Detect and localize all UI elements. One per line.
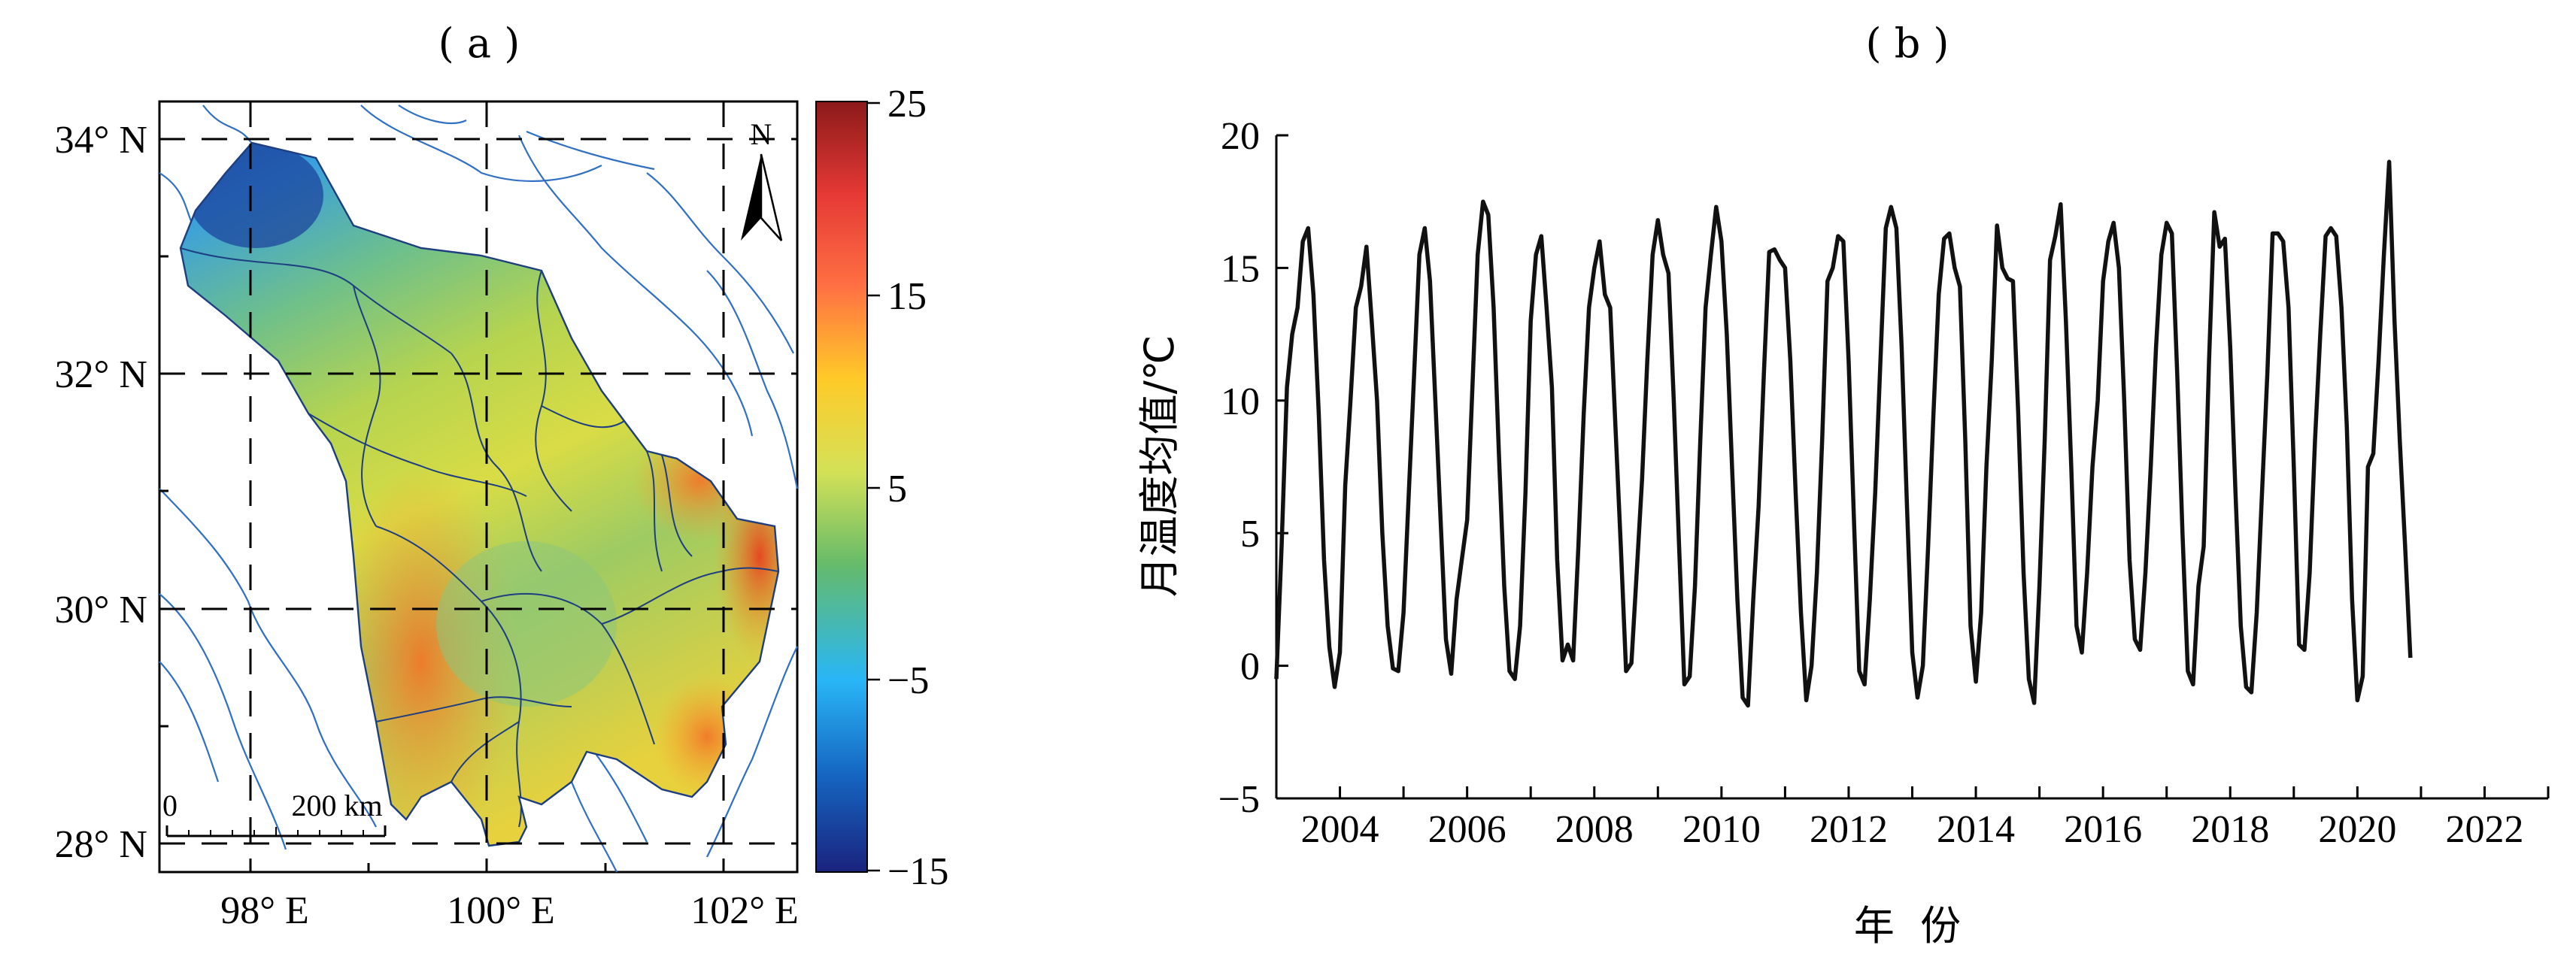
panel-b-label: ( b ) [1865,20,1949,67]
series-layer [1274,159,2413,708]
colorbar-label-5: 5 [887,468,907,510]
map-frame-ticks [159,138,725,872]
lat-label-34: 34° N [55,119,147,162]
lon-label-98: 98° E [220,889,309,932]
colorbar [815,101,868,873]
x-tick-label: 2022 [2445,808,2523,851]
y-tick-label: 0 [1240,646,1260,689]
scale-bar: 0 200 km [162,789,387,837]
lat-label-28: 28° N [55,823,147,866]
x-ticks: 2004 2006 2008 2010 2012 2014 2016 2018 2020 2022 [1275,786,2550,851]
lat-label-30: 30° N [55,589,147,631]
scale-end-label: 200 km [291,789,382,822]
x-tick-label: 2010 [1682,808,1761,851]
x-tick-label: 2006 [1428,808,1506,851]
region-outline [179,141,780,847]
north-label: N [751,117,772,151]
colorbar-label-25: 25 [887,83,927,126]
y-tick-label: −5 [1218,778,1260,821]
panel-a-label: ( a ) [438,20,520,67]
y-ticks: 20 15 10 5 0 −5 [1218,115,1288,821]
scale-start-label: 0 [162,789,177,822]
x-tick-label: 2008 [1555,808,1634,851]
river-lines [159,104,799,873]
colorbar-label-minus15: −15 [887,850,948,893]
colorbar-ticks [867,101,880,872]
north-arrow-icon: N [741,117,783,241]
graticule [159,101,797,872]
lon-label-102: 102° E [690,889,799,932]
colorbar-label-15: 15 [887,275,927,318]
lon-label-100: 100° E [447,889,555,932]
lat-label-32: 32° N [55,353,147,396]
x-tick-label: 2012 [1810,808,1888,851]
x-tick-label: 2004 [1301,808,1379,851]
x-axis-title: 年 份 [1854,902,1961,949]
y-tick-label: 15 [1221,247,1260,290]
y-tick-label: 20 [1221,115,1260,158]
x-tick-label: 2014 [1937,808,2015,851]
y-tick-label: 10 [1221,380,1260,423]
x-tick-label: 2020 [2318,808,2396,851]
x-tick-label: 2016 [2064,808,2142,851]
temperature-series-line [1274,159,2413,708]
y-tick-label: 5 [1240,513,1260,556]
y-axis-title: 月温度均值/℃ [1136,335,1183,598]
map-panel: 34° N 32° N 30° N 28° N 98° E 100° E 102… [55,83,949,932]
x-tick-label: 2018 [2191,808,2269,851]
colorbar-label-minus5: −5 [887,659,929,702]
